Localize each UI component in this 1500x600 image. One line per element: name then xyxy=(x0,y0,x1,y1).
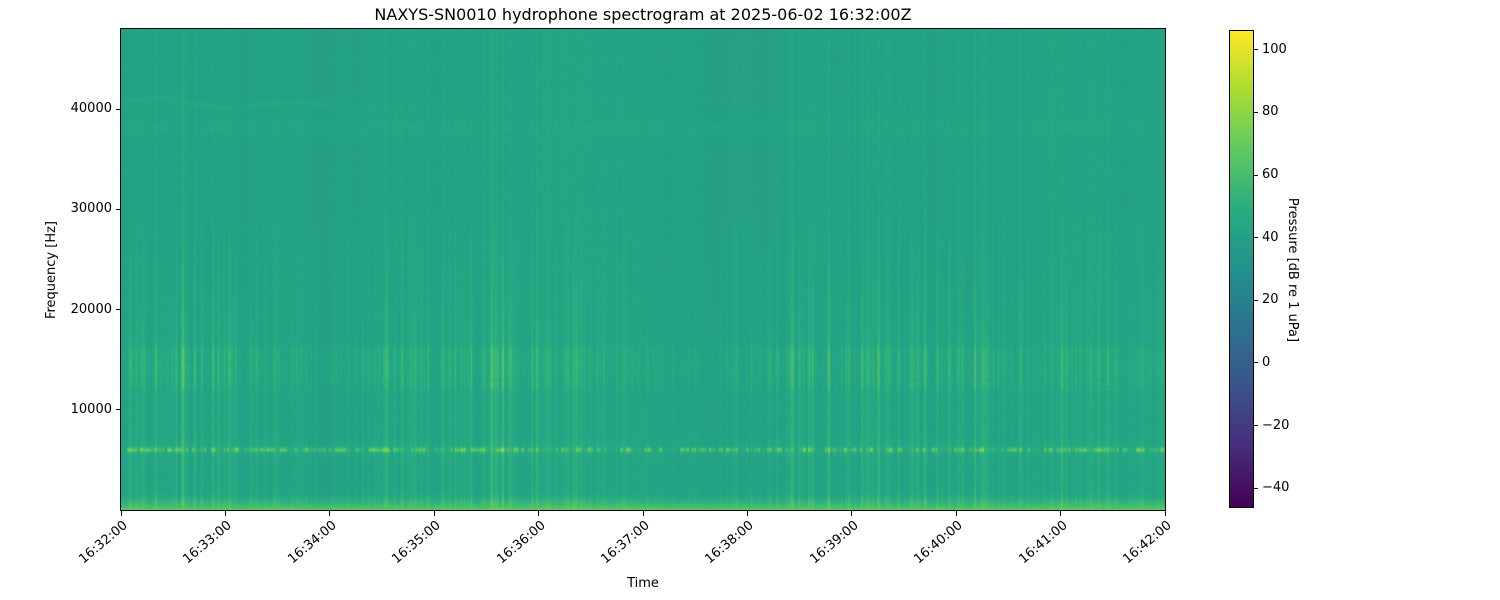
colorbar xyxy=(1229,30,1254,508)
y-axis-tick-mark xyxy=(116,108,121,110)
y-axis-tick-label: 30000 xyxy=(70,201,112,217)
x-axis-tick-label: 16:32:00 xyxy=(76,518,131,568)
colorbar-tick-label: 100 xyxy=(1262,41,1287,57)
colorbar-tick-label: 40 xyxy=(1262,229,1279,245)
colorbar-tick-mark xyxy=(1254,362,1258,364)
colorbar-gradient xyxy=(1230,31,1253,507)
colorbar-tick-label: 80 xyxy=(1262,104,1279,120)
x-axis-tick-mark xyxy=(538,511,540,516)
colorbar-tick-label: −20 xyxy=(1262,417,1290,433)
x-axis-tick-mark xyxy=(851,511,853,516)
colorbar-tick-mark xyxy=(1254,237,1258,239)
spectrogram-plot xyxy=(120,28,1166,511)
colorbar-tick-mark xyxy=(1254,299,1258,301)
x-axis-label: Time xyxy=(627,576,659,591)
x-axis-tick-mark xyxy=(433,511,435,516)
y-axis-tick-mark xyxy=(116,208,121,210)
colorbar-tick-mark xyxy=(1254,174,1258,176)
colorbar-tick-mark xyxy=(1254,425,1258,427)
x-axis-tick-mark xyxy=(642,511,644,516)
spectrogram-canvas xyxy=(121,29,1165,510)
y-axis-tick-label: 10000 xyxy=(70,401,112,417)
y-axis-tick-mark xyxy=(116,409,121,411)
x-axis-tick-mark xyxy=(1060,511,1062,516)
colorbar-tick-label: −40 xyxy=(1262,480,1290,496)
x-axis-tick-mark xyxy=(1164,511,1166,516)
x-axis-tick-mark xyxy=(955,511,957,516)
colorbar-label: Pressure [dB re 1 uPa] xyxy=(1285,197,1300,343)
x-axis-tick-mark xyxy=(329,511,331,516)
x-axis-tick-mark xyxy=(120,511,122,516)
colorbar-tick-label: 60 xyxy=(1262,167,1279,183)
y-axis-tick-mark xyxy=(116,309,121,311)
x-axis-tick-mark xyxy=(746,511,748,516)
x-axis-tick-mark xyxy=(224,511,226,516)
y-axis-tick-label: 20000 xyxy=(70,301,112,317)
chart-title: NAXYS-SN0010 hydrophone spectrogram at 2… xyxy=(374,5,912,24)
y-axis-label: Frequency [Hz] xyxy=(44,220,59,320)
colorbar-tick-label: 0 xyxy=(1262,354,1271,370)
colorbar-tick-mark xyxy=(1254,111,1258,113)
y-axis-tick-label: 40000 xyxy=(70,101,112,117)
colorbar-tick-label: 20 xyxy=(1262,292,1279,308)
colorbar-tick-mark xyxy=(1254,49,1258,51)
colorbar-tick-mark xyxy=(1254,487,1258,489)
